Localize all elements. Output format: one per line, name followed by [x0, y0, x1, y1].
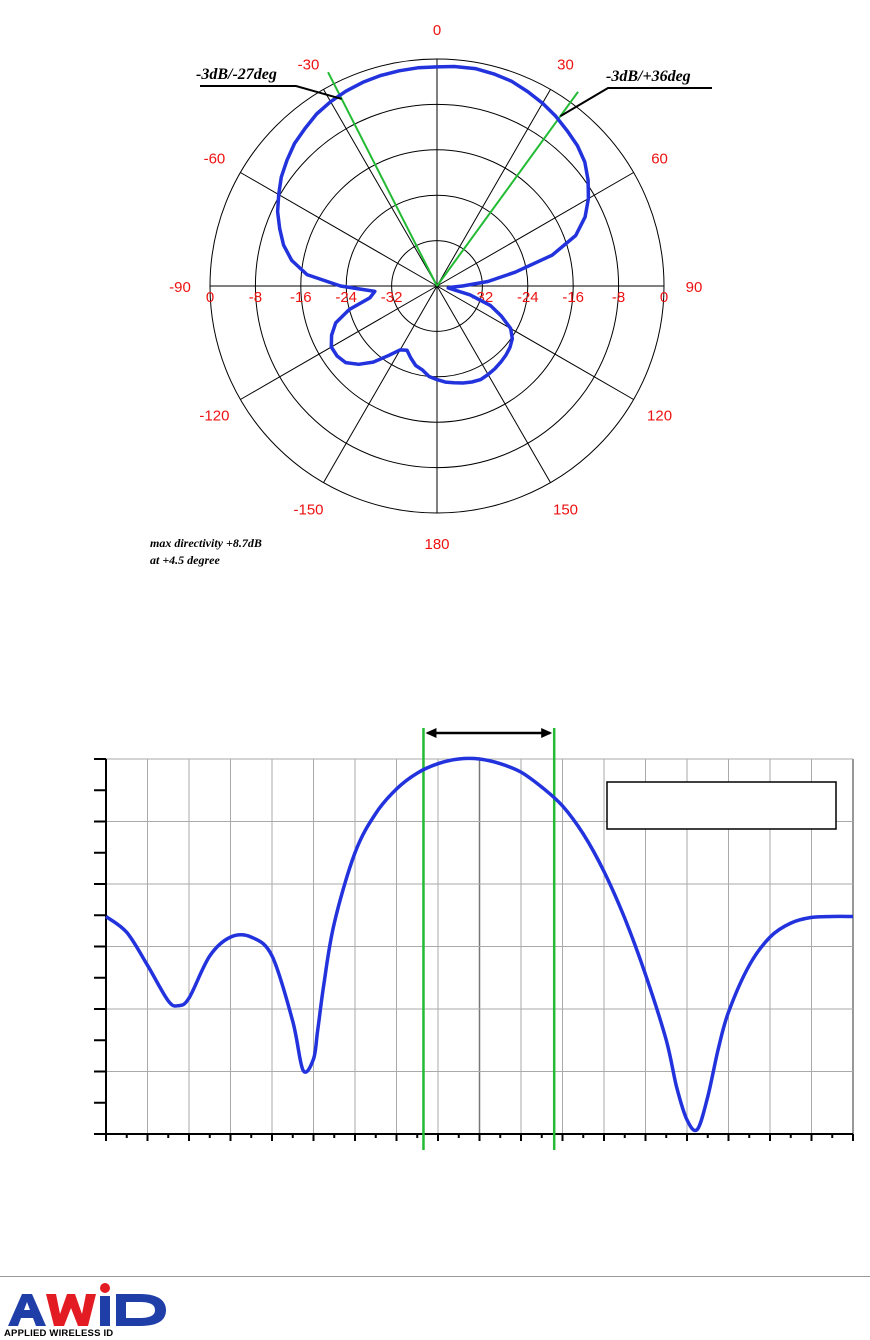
legend-box [606, 781, 837, 830]
polar-angle-label: -120 [199, 408, 229, 425]
pattern-line [104, 756, 854, 1133]
polar-angle-label: 60 [651, 151, 668, 168]
beam-line [327, 71, 438, 287]
polar-spoke [436, 285, 551, 483]
beam-left-annotation: -3dB/-27deg [196, 66, 277, 83]
polar-radial-tick-left: -32 [381, 289, 403, 306]
polar-spoke [323, 285, 438, 483]
polar-spoke [436, 89, 551, 287]
polar-angle-label: 150 [553, 502, 578, 519]
polar-spoke [240, 172, 438, 287]
polar-pattern-curve [275, 64, 591, 385]
max-directivity-note: max directivity +8.7dB [150, 536, 262, 550]
polar-angle-label: -90 [169, 279, 191, 296]
logo-tagline: APPLIED WIRELESS ID [4, 1328, 114, 1339]
polar-radial-tick-left: -16 [290, 289, 312, 306]
polar-radial-tick-left: 0 [206, 289, 214, 306]
polar-angle-label: 90 [686, 279, 703, 296]
polar-radial-tick-left: -8 [249, 289, 262, 306]
beamwidth-arrowhead-left [425, 728, 437, 738]
polar-angle-label: 30 [557, 56, 574, 73]
cartesian-chart [94, 728, 854, 1150]
polar-radial-tick-right: -16 [562, 289, 584, 306]
beamwidth-arrowhead-right [541, 728, 553, 738]
beam-right-annotation: -3dB/+36deg [606, 68, 691, 85]
footer-divider [0, 1276, 870, 1277]
beam-line [436, 91, 579, 287]
polar-angle-label: 180 [424, 536, 449, 553]
polar-radial-tick-left: -24 [335, 289, 357, 306]
polar-angle-label: -60 [204, 151, 226, 168]
polar-spoke [436, 285, 634, 400]
polar-angle-label: -30 [298, 56, 320, 73]
polar-radial-tick-right: 0 [660, 289, 668, 306]
awid-logo [8, 1283, 166, 1326]
polar-radial-tick-right: -32 [472, 289, 494, 306]
max-directivity-angle-note: at +4.5 degree [150, 553, 220, 567]
polar-angle-label: -150 [293, 502, 323, 519]
beam-left-leader [200, 85, 342, 100]
polar-spoke [436, 172, 634, 287]
beam-right-leader [559, 87, 712, 117]
polar-spoke [240, 285, 438, 400]
polar-radial-tick-right: -8 [612, 289, 625, 306]
polar-chart: 0 30 60 90 120 150 180 -150 -120 -90 -60 -30 0 -8 -16 -… [150, 22, 712, 567]
polar-angle-label: 0 [433, 22, 441, 39]
polar-angle-label: 120 [647, 408, 672, 425]
polar-spoke [323, 89, 438, 287]
polar-radial-tick-right: -24 [517, 289, 539, 306]
